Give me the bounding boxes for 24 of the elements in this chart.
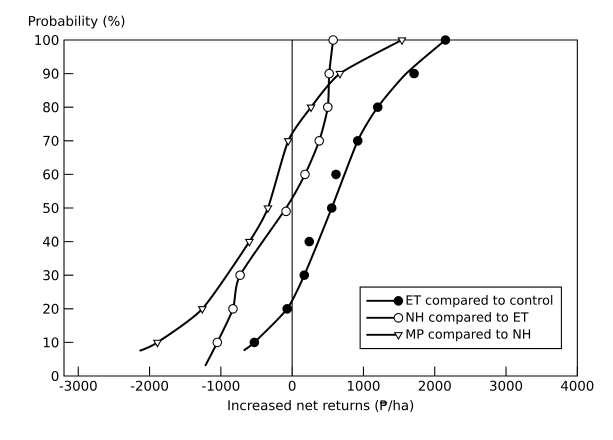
y-tick-label: 90 [43,68,58,79]
x-tick-label: 1000 [348,380,380,391]
y-tick-label: 30 [43,270,58,280]
x-tick-label: -3000 [60,380,97,391]
x-tick-label: 2000 [418,380,451,391]
legend-label: NH compared to ET [406,312,529,324]
y-axis-title: Probability (%) [28,16,124,29]
y-tick-label: 100 [35,34,58,46]
x-tick-label: 4000 [561,380,594,391]
y-tick-label: 70 [43,136,58,146]
x-tick-label: -1000 [202,380,240,391]
y-tick-label: 40 [42,236,58,247]
y-tick-label: 0 [52,370,58,382]
x-tick-label: -2000 [130,380,168,391]
y-tick-label: 80 [43,102,58,112]
y-tick-label: 60 [43,169,58,180]
legend-label: ET compared to control [406,295,552,308]
y-tick-label: 50 [43,202,58,214]
legend-label: MP compared to NH [406,328,530,342]
x-axis-title: Increased net returns (₱/ha) [228,400,414,412]
x-tick-label: 0 [288,380,296,391]
y-tick-label: 20 [43,304,58,314]
y-tick-label: 10 [44,337,58,348]
x-tick-label: 3000 [490,380,522,391]
